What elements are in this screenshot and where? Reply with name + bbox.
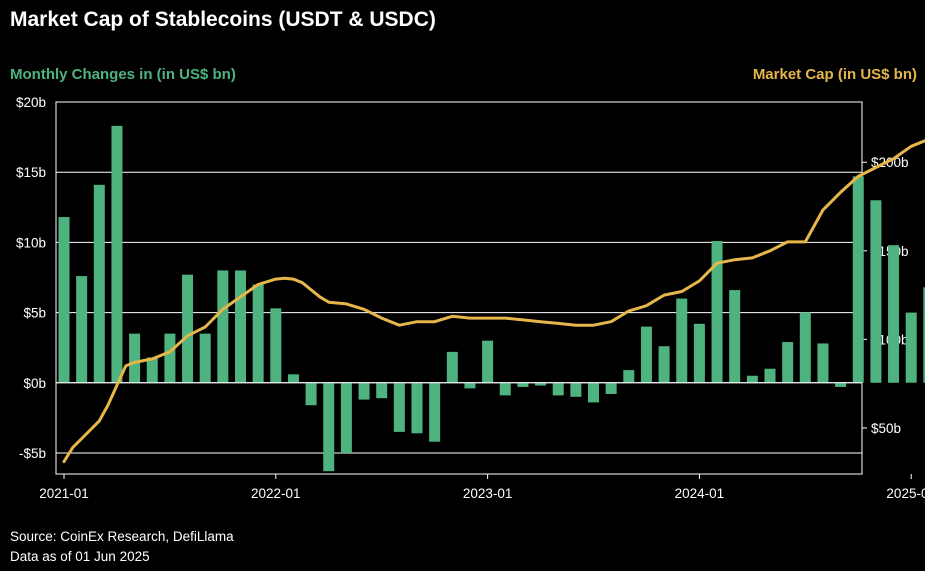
bar bbox=[746, 375, 758, 383]
left-tick-label: $20b bbox=[16, 95, 46, 110]
bar bbox=[570, 382, 582, 397]
bar bbox=[888, 245, 900, 383]
bar bbox=[870, 200, 882, 383]
market-cap-line bbox=[62, 139, 925, 464]
plot-frame bbox=[55, 101, 863, 475]
left-tick-label: $5b bbox=[23, 306, 46, 321]
bar bbox=[764, 368, 776, 383]
bar bbox=[270, 308, 282, 383]
chart-title: Market Cap of Stablecoins (USDT & USDC) bbox=[10, 8, 436, 31]
bar bbox=[146, 357, 158, 383]
bar bbox=[499, 382, 511, 396]
bar bbox=[58, 217, 70, 383]
bar bbox=[782, 342, 794, 383]
bar bbox=[129, 333, 141, 383]
source-line: Source: CoinEx Research, DefiLlama bbox=[10, 529, 234, 544]
bar bbox=[358, 382, 370, 400]
bar bbox=[111, 125, 123, 383]
bar bbox=[393, 382, 405, 432]
bar bbox=[164, 333, 176, 383]
bar bbox=[729, 290, 741, 383]
left-tick-label: $10b bbox=[16, 235, 46, 250]
bar bbox=[517, 382, 529, 387]
bar bbox=[482, 340, 494, 383]
left-tick-label: $15b bbox=[16, 165, 46, 180]
left-tick-label: -$5b bbox=[19, 446, 46, 461]
x-tick-label: 2023-01 bbox=[463, 486, 513, 501]
bar bbox=[817, 343, 829, 383]
bar bbox=[429, 382, 441, 442]
bar bbox=[340, 382, 352, 453]
bar bbox=[305, 382, 317, 406]
bar bbox=[852, 176, 864, 383]
bar bbox=[535, 382, 547, 386]
bar bbox=[182, 274, 194, 383]
bar bbox=[923, 287, 925, 383]
x-tick-label: 2025-01 bbox=[886, 486, 925, 501]
bar bbox=[588, 382, 599, 403]
bar bbox=[905, 312, 917, 383]
x-tick-label: 2021-01 bbox=[39, 486, 89, 501]
bar bbox=[464, 382, 476, 389]
bar bbox=[217, 270, 229, 383]
bar bbox=[235, 270, 246, 383]
source-note: Source: CoinEx Research, DefiLlama Data … bbox=[10, 527, 234, 567]
left-axis-title: Monthly Changes in (in US$ bn) bbox=[10, 66, 236, 83]
bar bbox=[658, 346, 670, 383]
right-axis-title: Market Cap (in US$ bn) bbox=[752, 66, 917, 83]
bar bbox=[252, 284, 264, 383]
x-tick-label: 2024-01 bbox=[675, 486, 725, 501]
bar bbox=[446, 351, 458, 383]
bar bbox=[287, 374, 299, 383]
bar bbox=[640, 326, 652, 383]
bar bbox=[605, 382, 617, 394]
bar bbox=[693, 323, 705, 383]
bar bbox=[411, 382, 423, 434]
bar bbox=[552, 382, 564, 396]
right-tick-label: $50b bbox=[871, 421, 901, 436]
bar bbox=[323, 382, 335, 472]
x-tick-label: 2022-01 bbox=[251, 486, 301, 501]
bar bbox=[676, 298, 688, 383]
bar bbox=[799, 312, 811, 383]
left-tick-label: $0b bbox=[23, 376, 46, 391]
bar bbox=[711, 240, 723, 383]
bar bbox=[199, 333, 211, 383]
data-date-line: Data as of 01 Jun 2025 bbox=[10, 549, 150, 564]
bar bbox=[835, 382, 847, 387]
bar bbox=[93, 184, 105, 383]
bar bbox=[623, 370, 635, 383]
bar bbox=[76, 276, 88, 383]
bar bbox=[376, 382, 388, 399]
